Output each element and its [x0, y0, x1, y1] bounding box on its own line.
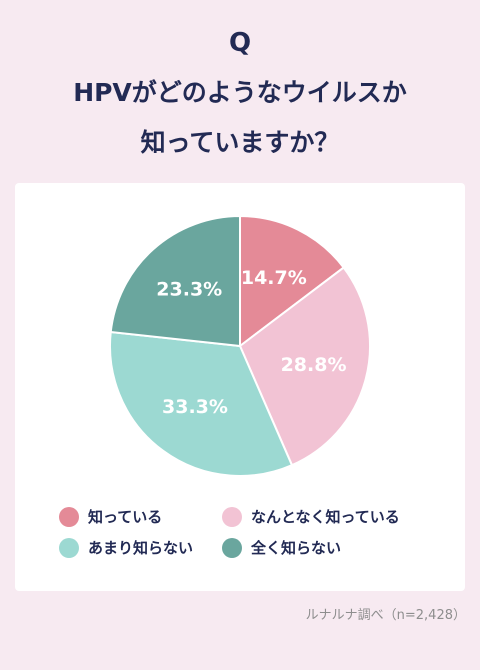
- legend-label: 全く知らない: [251, 539, 342, 557]
- pie-slice-dont-know: [109, 214, 241, 348]
- pie-slice-barely-know: [109, 330, 294, 477]
- legend: 知っている なんとなく知っている あまり知らない 全く知らない: [15, 183, 465, 591]
- chart-title: HPVがどのようなウイルスか 知っていますか？: [0, 68, 480, 168]
- pie-chart: 14.7% 28.8% 33.3% 23.3%: [109, 214, 372, 477]
- chart-title-line1: HPVがどのようなウイルスか: [73, 78, 407, 107]
- chart-card: 14.7% 28.8% 33.3% 23.3% 知っている なんとなく知っている あま…: [15, 183, 465, 591]
- legend-swatch: [59, 537, 79, 558]
- source-note: ルナルナ調べ（n=2,428）: [305, 608, 466, 623]
- legend-label: あまり知らない: [88, 539, 194, 557]
- legend-swatch: [222, 506, 242, 527]
- legend-label: 知っている: [88, 508, 163, 526]
- legend-item-barely-know: あまり知らない: [59, 537, 193, 558]
- legend-item-dont-know: 全く知らない: [222, 537, 341, 558]
- question-mark: Q: [228, 28, 252, 58]
- legend-label: なんとなく知っている: [251, 508, 400, 526]
- chart-title-line2: 知っていますか？: [140, 128, 340, 157]
- pie-data-label: 14.7%: [241, 267, 307, 289]
- legend-item-somewhat-know: なんとなく知っている: [222, 506, 400, 527]
- pie-data-label: 23.3%: [156, 278, 222, 300]
- pie-data-label: 33.3%: [162, 396, 228, 418]
- legend-swatch: [59, 506, 79, 527]
- pie-slice-know: [239, 214, 346, 349]
- legend-item-know: 知っている: [59, 506, 162, 527]
- pie-slice-somewhat-know: [238, 266, 372, 467]
- legend-swatch: [222, 537, 242, 558]
- pie-data-label: 28.8%: [281, 354, 347, 376]
